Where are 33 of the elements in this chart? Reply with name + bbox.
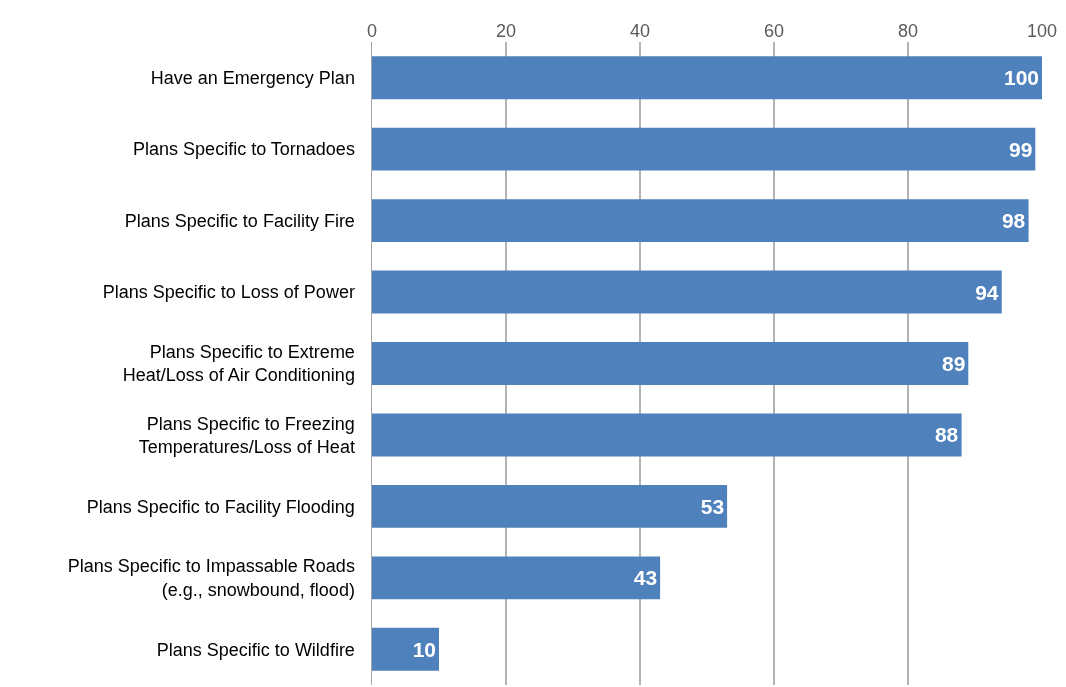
y-tick-label: Plans Specific to Wildfire	[156, 639, 355, 660]
y-tick-label: Have an Emergency Plan	[150, 68, 355, 89]
x-tick-label: 40	[629, 21, 651, 42]
data-label: 53	[700, 494, 725, 518]
bar	[372, 413, 962, 457]
bar	[372, 270, 1002, 314]
data-label: 89	[941, 352, 966, 375]
data-label: 98	[1001, 209, 1026, 233]
bar	[372, 556, 661, 600]
y-tick-label: Plans Specific to Facility Fire	[124, 210, 355, 231]
bar	[372, 56, 1042, 100]
data-label: 99	[1008, 137, 1033, 161]
bar	[372, 127, 1036, 171]
data-label: 100	[1003, 66, 1039, 90]
y-tick-label: Plans Specific to Loss of Power	[102, 282, 355, 303]
data-label: 43	[633, 566, 658, 590]
data-label: 10	[412, 637, 436, 661]
bar	[372, 199, 1029, 243]
y-tick-label: Plans Specific to Impassable Roads (e.g., snowbound, flood)	[67, 556, 355, 600]
data-label: 88	[934, 423, 959, 447]
bar	[372, 484, 728, 528]
x-tick-label: 0	[366, 21, 378, 42]
y-tick-label: Plans Specific to Facility Flooding	[86, 496, 355, 517]
y-tick-label: Plans Specific to Tornadoes	[133, 139, 355, 160]
x-tick-label: 80	[897, 21, 919, 42]
x-tick-label: 100	[1026, 21, 1058, 42]
bar	[372, 342, 969, 385]
x-tick-label: 60	[763, 21, 785, 42]
data-label: 94	[975, 280, 999, 304]
y-tick-label: Plans Specific to Freezing Temperatures/Loss of Heat	[138, 413, 355, 457]
x-tick-label: 20	[495, 21, 517, 42]
bar	[372, 627, 439, 671]
y-tick-label: Plans Specific to Extreme Heat/Loss of Air Conditioning	[122, 342, 355, 386]
